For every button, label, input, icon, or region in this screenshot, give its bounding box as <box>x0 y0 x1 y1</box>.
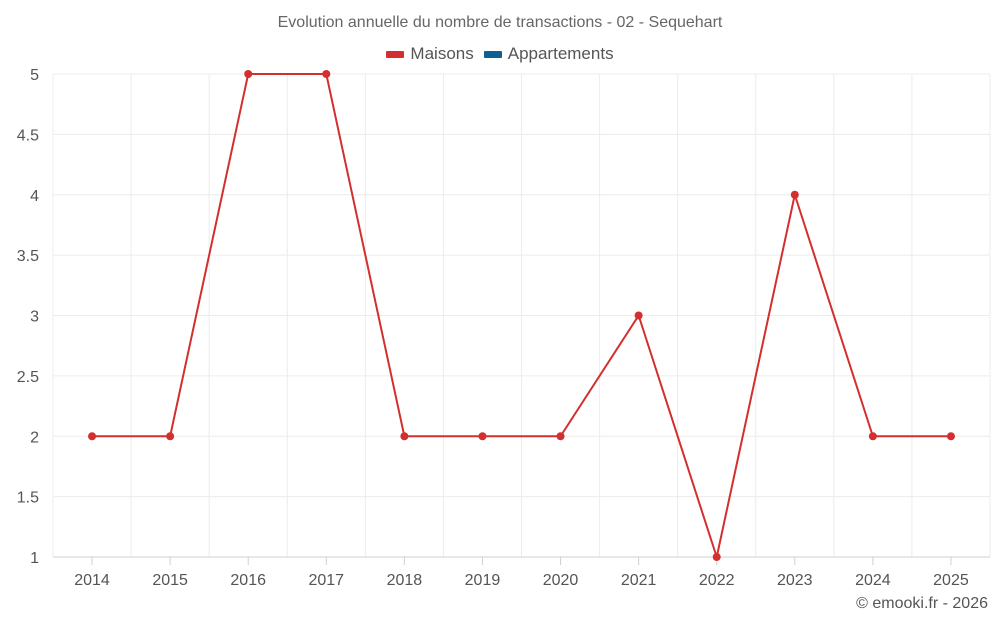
data-point-2023 <box>790 190 799 199</box>
legend-label-appartements: Appartements <box>507 44 614 63</box>
series-line-maisons <box>92 73 951 558</box>
chart-legend: Maisons Appartements <box>0 44 1000 64</box>
data-point-2024 <box>868 432 877 441</box>
data-point-2016 <box>244 70 253 78</box>
y-tick-label: 2 <box>30 429 39 446</box>
chart-title: Evolution annuelle du nombre de transact… <box>277 14 723 31</box>
data-point-2019 <box>478 432 487 441</box>
y-tick-label: 4 <box>30 188 39 205</box>
data-point-2022 <box>712 553 721 561</box>
x-tick-label: 2018 <box>387 572 423 589</box>
x-tick-label: 2023 <box>777 572 813 589</box>
x-tick-label: 2024 <box>855 572 891 589</box>
x-tick-label: 2017 <box>308 572 344 589</box>
x-tick-label: 2025 <box>933 572 969 589</box>
y-tick-label: 4.5 <box>17 127 39 144</box>
data-point-2014 <box>88 432 97 441</box>
data-point-2017 <box>322 70 331 78</box>
x-tick-label: 2022 <box>699 572 735 589</box>
data-point-2018 <box>400 432 409 441</box>
x-tick-label: 2020 <box>543 572 579 589</box>
legend-item-maisons[interactable]: Maisons <box>386 44 474 64</box>
legend-swatch-appartements <box>483 50 502 58</box>
legend-item-appartements[interactable]: Appartements <box>483 44 614 64</box>
legend-label-maisons: Maisons <box>410 44 474 63</box>
data-point-2015 <box>166 432 175 441</box>
y-tick-label: 5 <box>30 67 39 84</box>
x-tick-label: 2014 <box>74 572 110 589</box>
x-tick-label: 2019 <box>465 572 501 589</box>
x-tick-label: 2021 <box>621 572 657 589</box>
legend-swatch-maisons <box>386 50 405 58</box>
y-tick-label: 3 <box>30 309 39 326</box>
y-tick-label: 1 <box>30 550 39 567</box>
y-tick-label: 3.5 <box>17 248 39 265</box>
x-tick-label: 2016 <box>230 572 266 589</box>
data-point-2025 <box>946 432 955 441</box>
data-point-2021 <box>634 311 643 320</box>
x-tick-label: 2015 <box>152 572 188 589</box>
data-point-2020 <box>556 432 565 441</box>
y-tick-label: 1.5 <box>17 490 39 507</box>
y-tick-label: 2.5 <box>17 369 39 386</box>
copyright-credit: © emooki.fr - 2026 <box>856 595 988 612</box>
